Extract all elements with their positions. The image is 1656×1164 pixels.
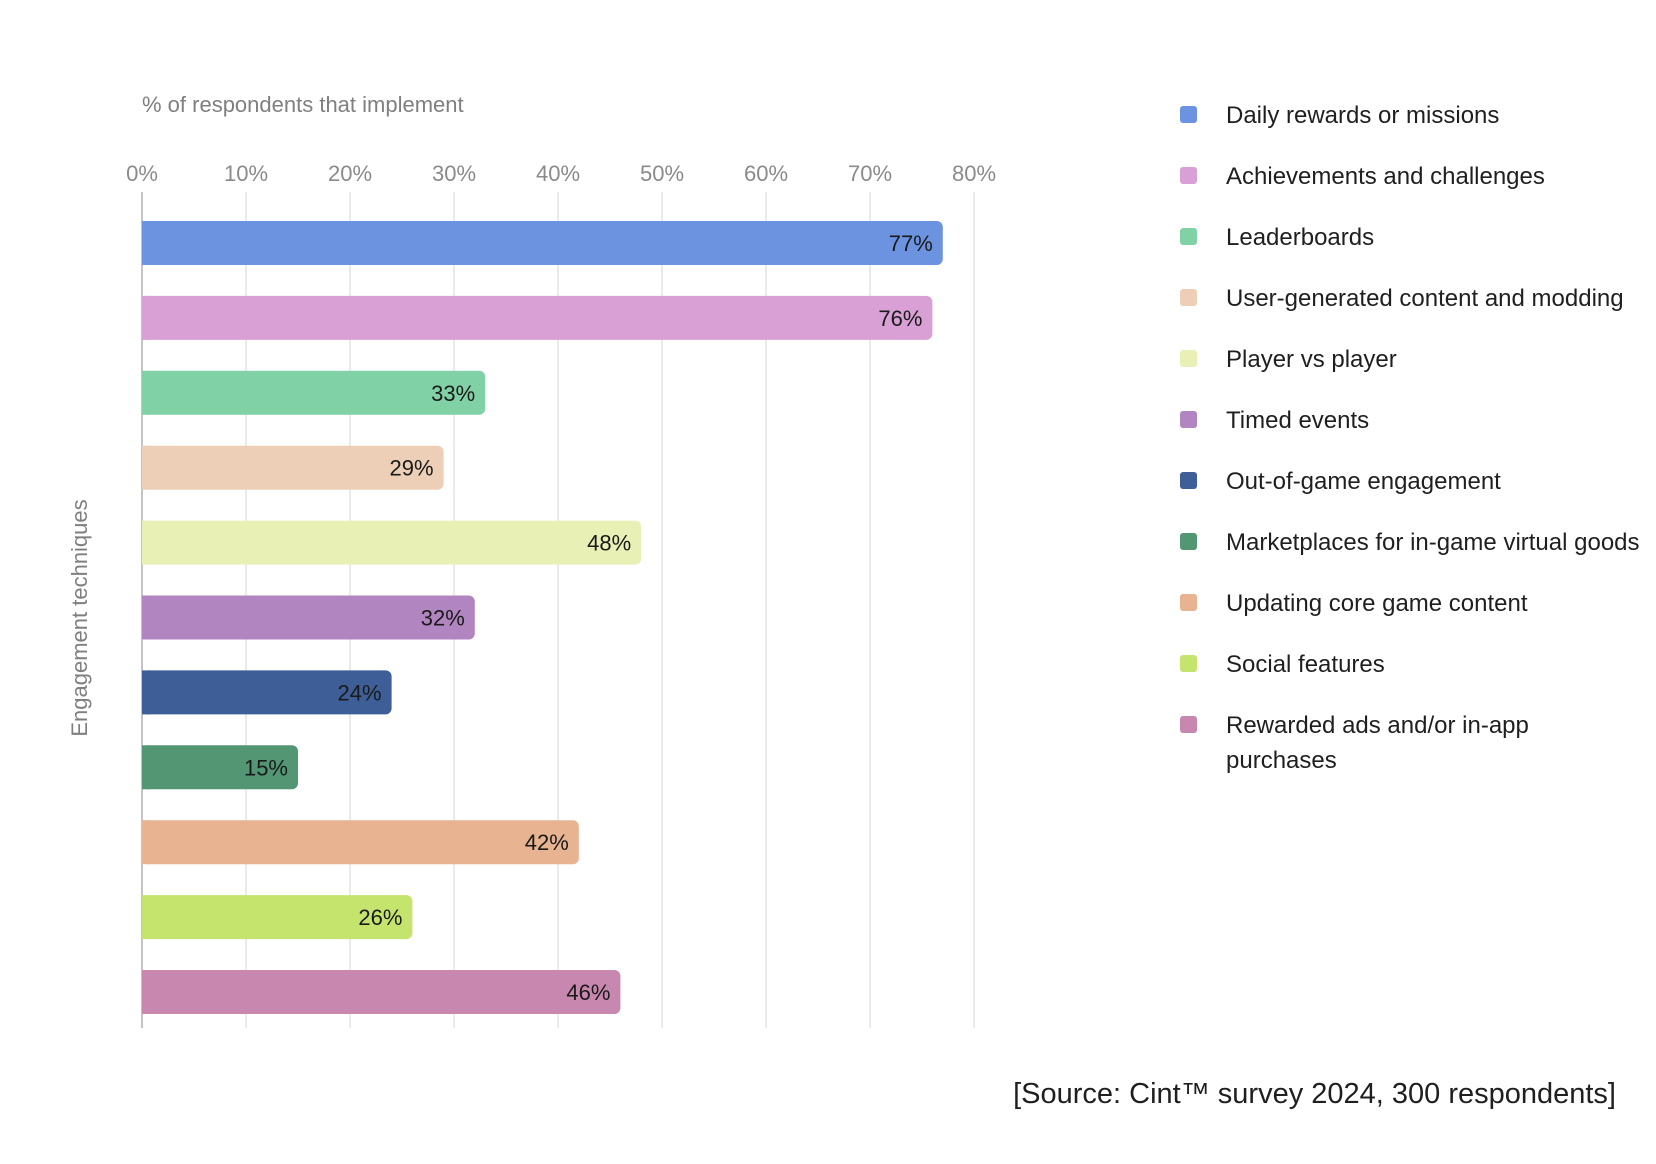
bar-value-label: 48%	[587, 531, 631, 556]
legend-item: Achievements and challenges	[1180, 159, 1640, 194]
legend-item: Timed events	[1180, 403, 1640, 438]
bar-left-edge	[142, 595, 150, 640]
bar	[142, 670, 392, 715]
bar	[142, 745, 298, 790]
legend-item: Updating core game content	[1180, 586, 1640, 621]
bar-value-label: 26%	[358, 905, 402, 930]
bar	[142, 820, 579, 865]
bar-value-label: 24%	[338, 680, 382, 705]
bar-value-label: 29%	[390, 456, 434, 481]
bar-left-edge	[142, 970, 150, 1014]
bar-value-label: 77%	[889, 231, 933, 256]
legend-swatch	[1180, 350, 1197, 367]
legend-label: Out-of-game engagement	[1226, 468, 1501, 495]
legend-swatch	[1180, 228, 1197, 245]
legend-label: Rewarded ads and/or in-app purchases	[1226, 712, 1529, 774]
bar	[142, 895, 413, 940]
legend-label: Leaderboards	[1226, 224, 1375, 251]
legend-swatch	[1180, 106, 1197, 123]
x-tick-label: 60%	[744, 161, 788, 186]
bar-value-label: 15%	[244, 755, 288, 780]
x-tick-label: 20%	[328, 161, 372, 186]
x-tick-label: 30%	[432, 161, 476, 186]
x-tick-label: 50%	[640, 161, 684, 186]
bar-left-edge	[142, 895, 150, 940]
bar-value-label: 33%	[431, 381, 475, 406]
legend-swatch	[1180, 167, 1197, 184]
bar-value-label: 76%	[878, 306, 922, 331]
bar-left-edge	[142, 820, 150, 865]
legend-label: Social features	[1226, 651, 1385, 678]
legend-item: Out-of-game engagement	[1180, 464, 1640, 499]
bar-left-edge	[142, 221, 150, 265]
bar-value-label: 46%	[566, 980, 610, 1005]
bar	[142, 295, 933, 340]
bar	[142, 445, 444, 490]
x-tick-label: 80%	[952, 161, 996, 186]
legend-label: User-generated content and modding	[1226, 285, 1624, 312]
legend-swatch	[1180, 594, 1197, 611]
legend-label: Achievements and challenges	[1226, 163, 1545, 190]
legend-swatch	[1180, 655, 1197, 672]
legend-swatch	[1180, 716, 1197, 733]
legend-label: Daily rewards or missions	[1226, 102, 1500, 129]
x-tick-label: 70%	[848, 161, 892, 186]
bar-left-edge	[142, 520, 150, 565]
bar-left-edge	[142, 670, 150, 715]
bar	[142, 520, 642, 565]
legend-item: Marketplaces for in-game virtual goods	[1180, 525, 1640, 560]
legend: Daily rewards or missions Achievements an…	[1180, 98, 1640, 804]
legend-swatch	[1180, 289, 1197, 306]
legend-item: Daily rewards or missions	[1180, 98, 1640, 133]
legend-label: Updating core game content	[1226, 590, 1528, 617]
y-axis-title: Engagement techniques	[67, 499, 92, 736]
legend-swatch	[1180, 472, 1197, 489]
legend-item: Rewarded ads and/or in-app purchases	[1180, 708, 1640, 778]
legend-swatch	[1180, 411, 1197, 428]
bar	[142, 370, 486, 415]
x-axis-title: % of respondents that implement	[142, 92, 464, 117]
bar	[142, 595, 475, 640]
legend-item: User-generated content and modding	[1180, 281, 1640, 316]
legend-label: Player vs player	[1226, 346, 1397, 373]
x-tick-label: 40%	[536, 161, 580, 186]
bar-value-label: 32%	[421, 606, 465, 631]
legend-item: Leaderboards	[1180, 220, 1640, 255]
legend-swatch	[1180, 533, 1197, 550]
bar-left-edge	[142, 745, 150, 790]
bar-left-edge	[142, 445, 150, 490]
source-note: [Source: Cint™ survey 2024, 300 responde…	[1013, 1078, 1616, 1110]
legend-item: Player vs player	[1180, 342, 1640, 377]
bar-left-edge	[142, 370, 150, 415]
legend-label: Marketplaces for in-game virtual goods	[1226, 529, 1640, 556]
bar-value-label: 42%	[525, 830, 569, 855]
bar-left-edge	[142, 295, 150, 340]
x-tick-label: 0%	[126, 161, 158, 186]
x-tick-label: 10%	[224, 161, 268, 186]
legend-label: Timed events	[1226, 407, 1370, 434]
legend-item: Social features	[1180, 647, 1640, 682]
bar	[142, 221, 943, 265]
bar	[142, 970, 621, 1014]
